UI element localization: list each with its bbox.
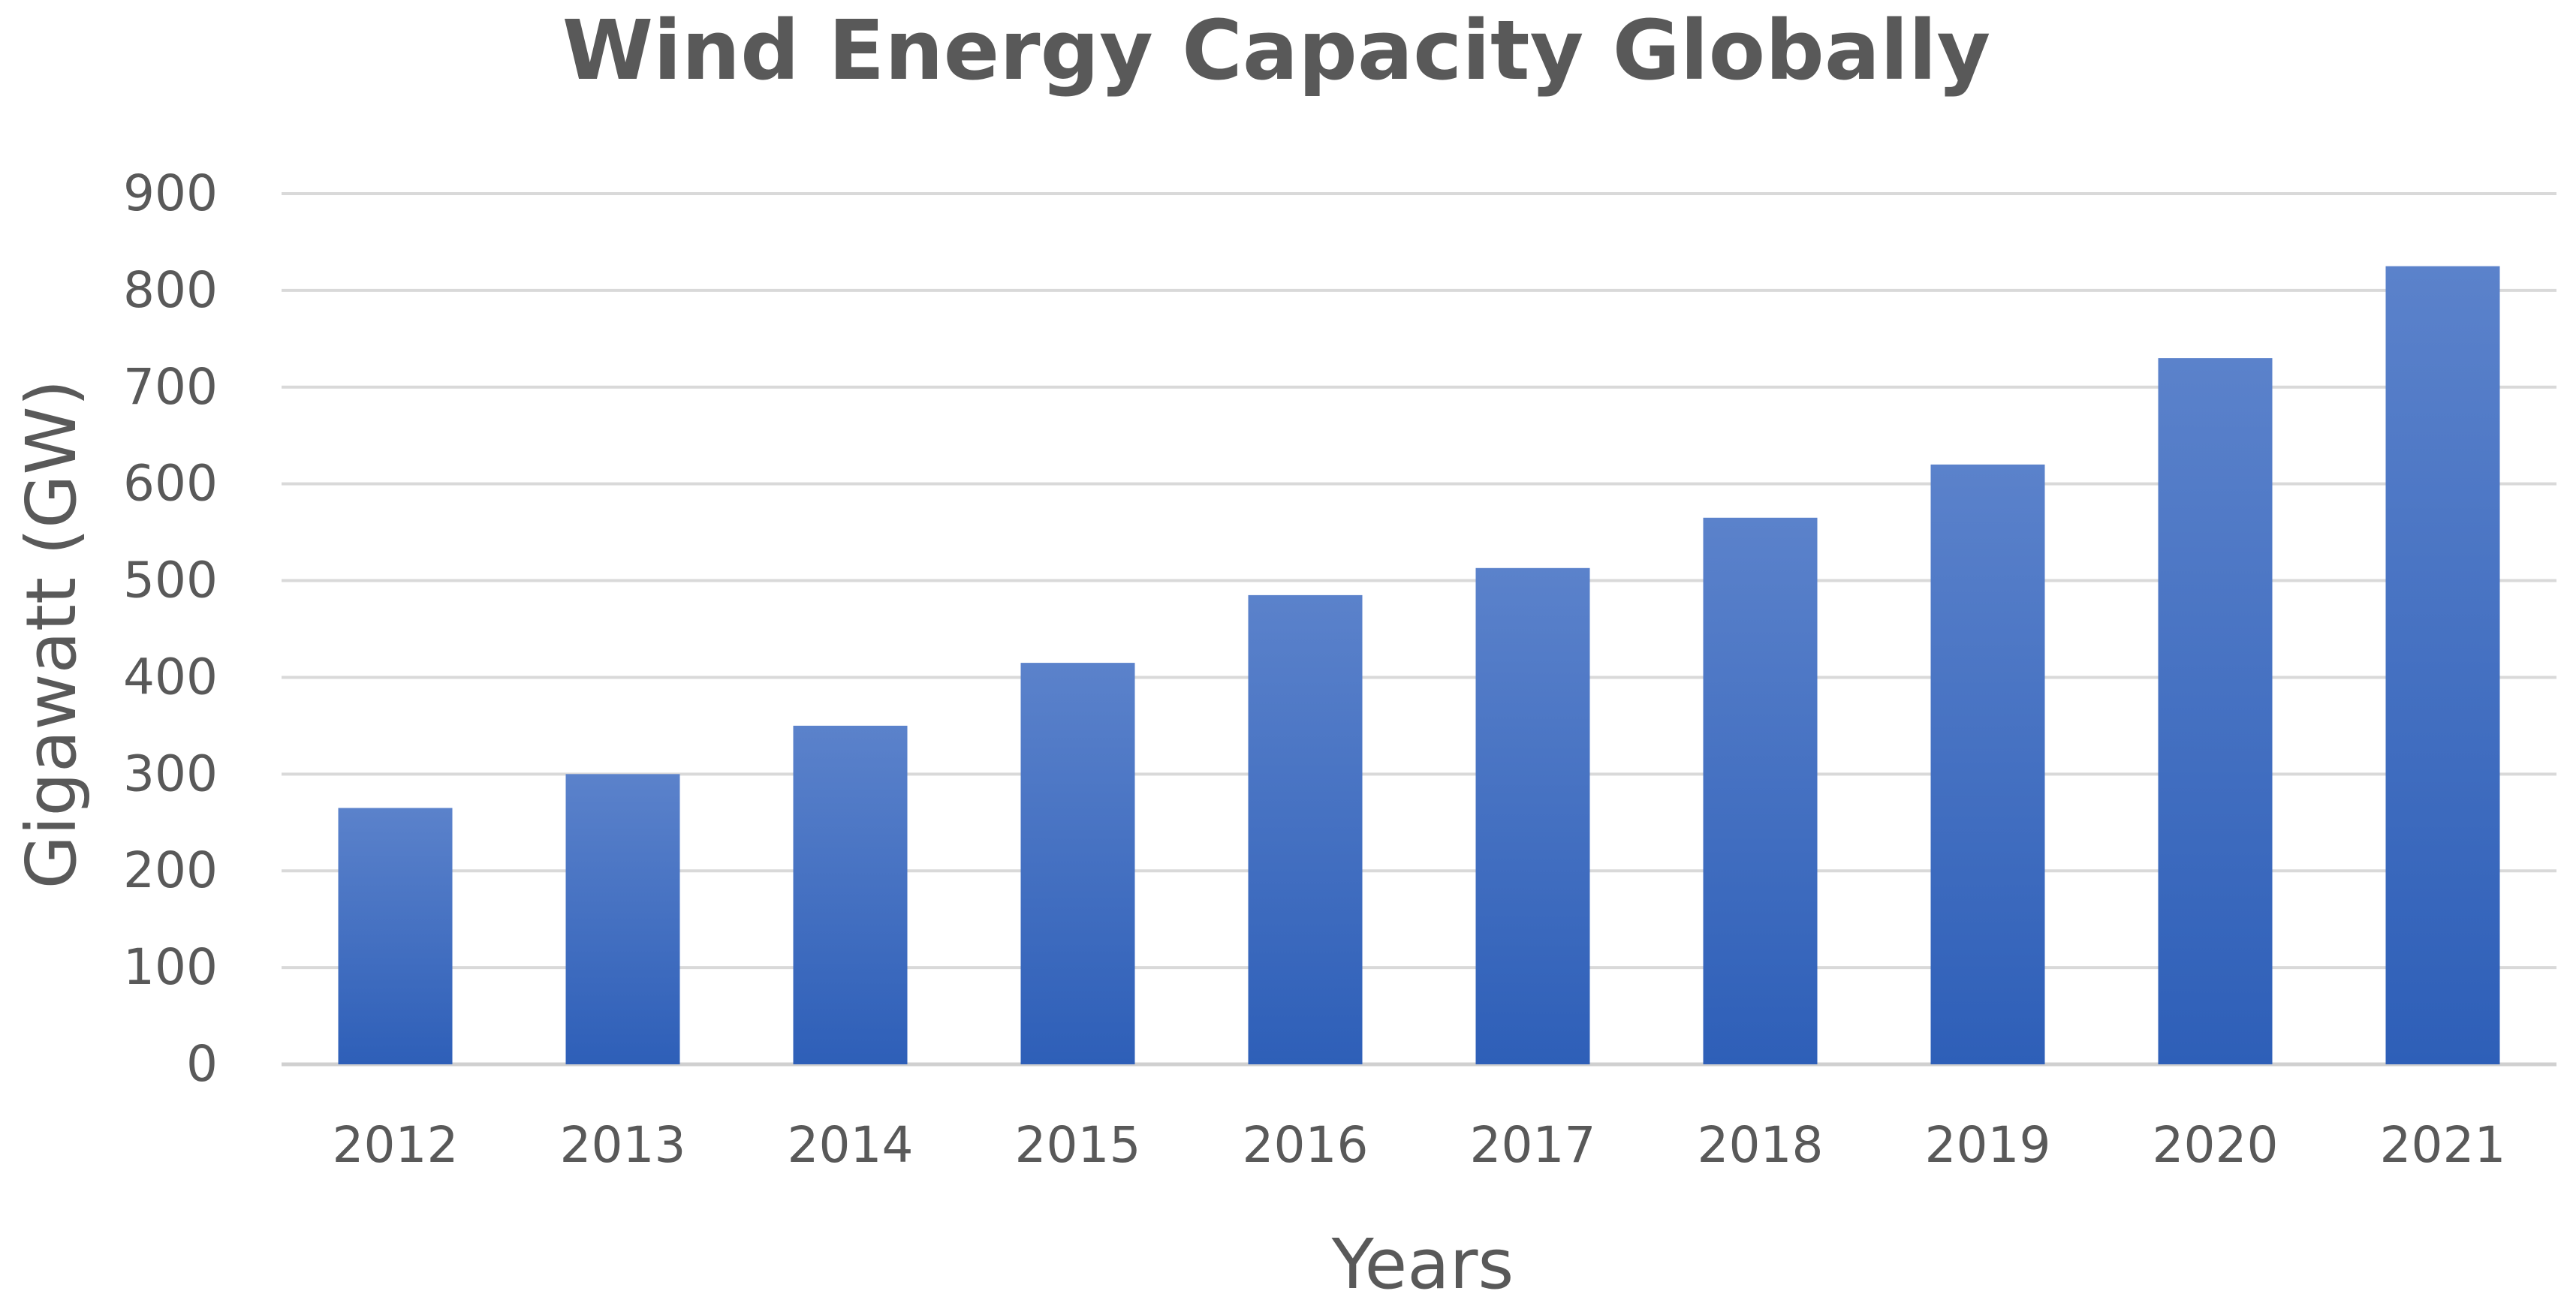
bar-2019 xyxy=(1930,464,2045,1064)
x-tick-label: 2019 xyxy=(1925,1116,2051,1174)
x-tick-label: 2018 xyxy=(1698,1116,1824,1174)
y-tick-label: 600 xyxy=(123,455,218,513)
x-tick-label: 2014 xyxy=(788,1116,914,1174)
y-tick-label: 700 xyxy=(123,358,218,416)
bar-2020 xyxy=(2158,358,2273,1065)
x-axis-ticks: 2012 2013 2014 2015 2016 2017 2018 2019 2020 2021 xyxy=(333,1116,2506,1174)
bars xyxy=(338,266,2500,1065)
x-tick-label: 2012 xyxy=(333,1116,459,1174)
bar-2018 xyxy=(1703,517,1818,1064)
y-tick-label: 0 xyxy=(186,1035,218,1093)
y-tick-label: 200 xyxy=(123,841,218,899)
bar-2015 xyxy=(1020,663,1135,1064)
x-tick-label: 2015 xyxy=(1015,1116,1141,1174)
bar-2012 xyxy=(338,808,453,1064)
y-tick-label: 900 xyxy=(123,164,218,222)
y-tick-label: 800 xyxy=(123,261,218,319)
bar-2016 xyxy=(1248,594,1363,1064)
x-tick-label: 2021 xyxy=(2380,1116,2506,1174)
y-tick-label: 400 xyxy=(123,648,218,706)
y-axis-label: Gigawatt (GW) xyxy=(11,380,92,889)
y-tick-label: 500 xyxy=(123,552,218,609)
bar-2017 xyxy=(1475,567,1590,1064)
x-axis-label: Years xyxy=(1331,1224,1514,1304)
x-tick-label: 2017 xyxy=(1470,1116,1596,1174)
y-tick-label: 300 xyxy=(123,745,218,802)
x-tick-label: 2016 xyxy=(1243,1116,1369,1174)
bar-2013 xyxy=(565,774,680,1064)
y-axis-ticks: 0 100 200 300 400 500 600 700 800 900 xyxy=(123,164,218,1093)
chart-title: Wind Energy Capacity Globally xyxy=(562,2,1991,98)
x-tick-label: 2013 xyxy=(560,1116,686,1174)
y-tick-label: 100 xyxy=(123,938,218,996)
bar-2021 xyxy=(2385,266,2500,1065)
bar-2014 xyxy=(793,725,908,1064)
x-tick-label: 2020 xyxy=(2153,1116,2279,1174)
